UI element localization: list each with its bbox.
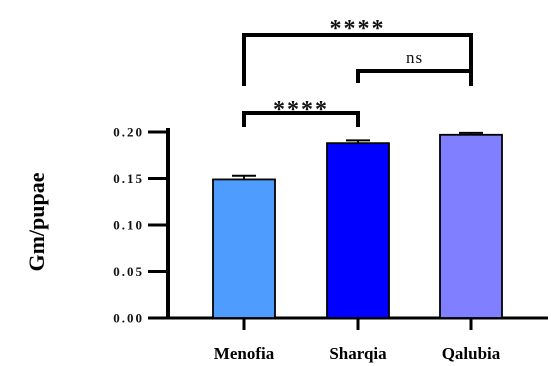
significance-label: ****	[273, 97, 329, 123]
y-axis-title: Gm/pupae	[24, 172, 49, 271]
significance-bracket	[242, 33, 473, 86]
x-tick-label: Menofia	[214, 344, 275, 363]
y-tick-label: 0.20	[113, 125, 144, 140]
y-tick-label: 0.10	[113, 218, 144, 233]
y-tick-label: 0.15	[113, 171, 144, 186]
y-tick-label: 0.05	[113, 264, 144, 279]
y-tick-label: 0.00	[113, 311, 144, 326]
x-tick-label: Sharqia	[329, 344, 387, 363]
significance-label: ns	[406, 48, 423, 67]
bar	[326, 142, 390, 319]
bars-group	[212, 131, 503, 319]
significance-bracket	[356, 69, 473, 86]
significance-bracket	[242, 111, 360, 127]
significance-label: ****	[330, 16, 386, 42]
bar	[212, 178, 276, 319]
significance-group: **** ns ****	[242, 16, 473, 127]
x-tick-label: Qalubia	[442, 344, 501, 363]
bar	[439, 133, 503, 319]
